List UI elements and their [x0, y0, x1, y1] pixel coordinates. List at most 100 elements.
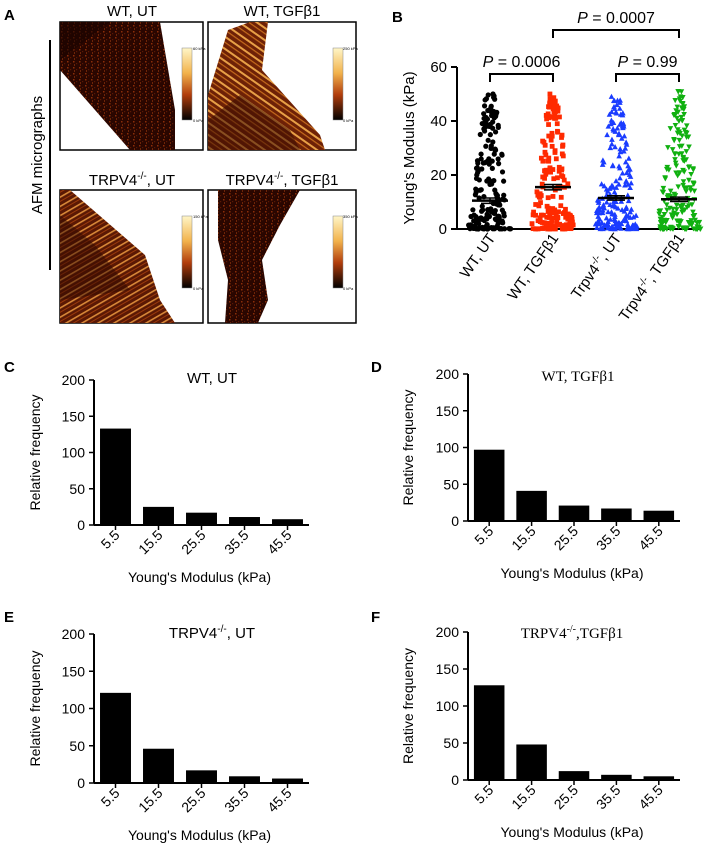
b-point — [539, 181, 545, 187]
hist-y-tick-label: 200 — [62, 626, 86, 642]
b-point — [491, 178, 497, 184]
scale-bottom-label-1: 0 kPa — [193, 118, 204, 123]
b-point — [617, 149, 624, 155]
b-point — [481, 126, 487, 132]
panel-a: A AFM micrographs WT, UT WT, TGFβ1 TRPV4… — [4, 3, 358, 324]
panel-e: E TRPV4-/-, UT 0 50 100 150 200 Relative freque… — [4, 609, 309, 843]
b-point — [488, 105, 494, 111]
b-point — [595, 197, 602, 203]
b-point — [660, 185, 667, 192]
b-point — [680, 101, 686, 107]
b-point — [565, 181, 571, 187]
scale-top-label-3: 150 kPa — [193, 214, 208, 219]
b-point — [538, 200, 543, 205]
hist-x-tick-label: 5.5 — [471, 523, 496, 548]
b-point — [547, 226, 553, 232]
hist-x-tick-label: 15.5 — [135, 527, 166, 558]
b-point — [601, 183, 608, 189]
hist-y-tick-label-part: 100 — [436, 440, 460, 456]
b-point — [616, 105, 623, 111]
hist-title-part: TRPV4 — [169, 625, 217, 642]
hist-title: TRPV4-/-,TGFβ1 — [521, 624, 624, 642]
b-point — [626, 171, 633, 177]
b-point — [612, 211, 618, 217]
b-point — [529, 221, 535, 227]
b-point — [633, 225, 640, 232]
b-point — [545, 111, 551, 117]
hist-y-tick-label-part: 200 — [62, 626, 86, 642]
b-point — [608, 121, 614, 127]
hist-title-part: WT, TGFβ1 — [542, 369, 615, 385]
b-category-label: WT, TGFβ1 — [504, 231, 562, 304]
b-point — [559, 173, 564, 179]
b-point — [609, 136, 615, 142]
b-point — [674, 104, 681, 110]
b-point — [554, 121, 560, 127]
b-point — [541, 139, 547, 145]
b-point — [679, 118, 686, 124]
b-point — [547, 212, 553, 218]
hist-y-tick-label: 150 — [436, 661, 460, 677]
hist-x-tick-label-part: 5.5 — [471, 523, 496, 548]
hist-y-tick-label: 100 — [62, 701, 86, 717]
b-point — [622, 159, 629, 165]
micrograph-1: 60 kPa 0 kPa — [59, 21, 206, 151]
b-point — [619, 206, 625, 213]
b-point — [675, 184, 682, 190]
b-point — [478, 151, 484, 157]
b-y-tick-label: 40 — [430, 113, 447, 130]
b-point — [661, 212, 668, 218]
b-point — [546, 114, 552, 119]
b-point — [542, 149, 548, 155]
b-point — [667, 205, 673, 211]
b-point — [553, 211, 559, 217]
b-category-label-part: Trpv4 — [568, 262, 604, 303]
b-point — [618, 198, 625, 204]
hist-bar — [272, 778, 303, 783]
b-point — [618, 220, 625, 226]
b-p-value-label: P = 0.99 — [617, 54, 677, 71]
scale-bar-1 — [181, 47, 193, 121]
hist-y-tick-label: 200 — [436, 366, 460, 382]
hist-x-tick-label-part: 5.5 — [98, 785, 123, 810]
b-point — [547, 96, 553, 102]
b-point — [677, 98, 683, 104]
b-p-value-label-part: P — [483, 54, 494, 71]
hist-y-axis-label: Relative frequency — [400, 390, 416, 506]
micrograph-title-2: WT, TGFβ1 — [244, 3, 321, 20]
b-point — [550, 167, 556, 172]
b-point — [555, 108, 561, 114]
hist-x-tick-label-part: 35.5 — [593, 782, 624, 813]
b-point — [603, 199, 610, 205]
b-point — [492, 113, 499, 120]
b-point — [500, 220, 506, 226]
b-point — [686, 177, 692, 183]
b-point — [619, 170, 626, 176]
b-point — [665, 193, 672, 199]
hist-y-tick-label: 200 — [436, 624, 460, 640]
hist-y-tick-label-part: 0 — [451, 772, 459, 788]
b-point — [501, 178, 507, 184]
hist-x-tick-label-part: 25.5 — [551, 523, 582, 554]
hist-y-tick-label: 150 — [62, 663, 86, 679]
hist-x-axis-label: Young's Modulus (kPa) — [500, 824, 643, 840]
b-point — [676, 144, 683, 150]
hist-y-tick-label: 50 — [443, 476, 459, 492]
hist-title-part: WT, UT — [187, 370, 237, 387]
hist-y-axis-label-part: Relative frequency — [400, 648, 416, 764]
b-point — [550, 210, 555, 216]
panel-c: C WT, UT 0 50 100 150 200 Relative frequency 5.5… — [4, 359, 309, 585]
b-point — [663, 202, 670, 208]
b-category-label: WT, UT — [457, 231, 500, 282]
b-point — [597, 225, 604, 232]
b-point — [547, 166, 553, 172]
b-point — [675, 109, 681, 115]
b-point — [550, 206, 556, 211]
b-point — [545, 195, 551, 201]
b-point — [679, 209, 686, 216]
b-point — [548, 169, 553, 175]
b-point — [551, 102, 557, 108]
b-point — [664, 207, 670, 213]
panel-b: B Young's Modulus (kPa) 0 20 40 60 P = 0.00… — [392, 9, 704, 324]
b-point — [478, 225, 484, 231]
